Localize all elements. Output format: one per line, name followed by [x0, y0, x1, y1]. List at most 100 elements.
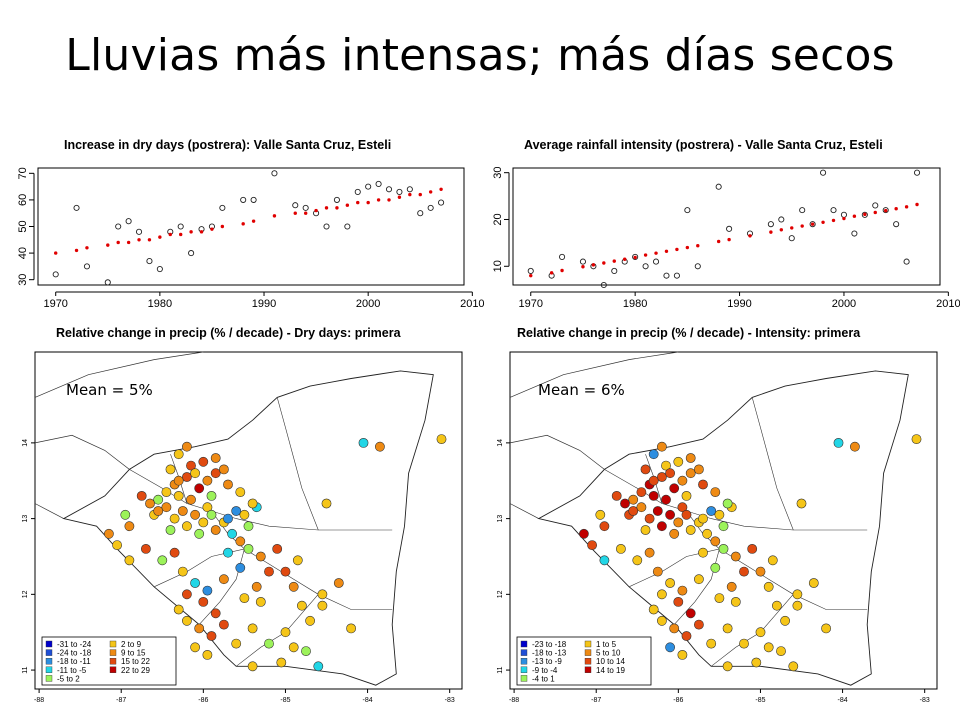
- trend-point: [769, 230, 773, 234]
- station-point: [247, 498, 258, 509]
- trend-point: [612, 259, 616, 263]
- station-point: [206, 509, 217, 520]
- station-point: [247, 623, 258, 634]
- trend-point: [696, 243, 700, 248]
- station-point: [911, 434, 922, 444]
- neighbor-border: [34, 434, 130, 470]
- station-point: [792, 589, 803, 600]
- neighbor-border: [509, 351, 679, 398]
- trend-point: [602, 261, 606, 265]
- station-point: [112, 540, 122, 550]
- observed-point: [903, 258, 910, 265]
- trend-point: [779, 228, 784, 232]
- station-point: [177, 506, 188, 516]
- trend-point: [685, 245, 690, 250]
- station-point: [776, 646, 786, 656]
- observed-point: [156, 265, 163, 273]
- station-point: [251, 581, 262, 592]
- x-tick-label: -87: [116, 697, 126, 704]
- trend-point: [790, 226, 794, 230]
- trend-point: [842, 216, 846, 221]
- legend-swatch: [45, 640, 53, 648]
- observed-point: [396, 188, 403, 195]
- station-point: [173, 475, 184, 486]
- chart-title: Relative change in precip (% / decade) -…: [517, 326, 861, 340]
- station-point: [145, 498, 155, 509]
- x-tick-label: -85: [755, 697, 765, 704]
- trend-point: [560, 268, 564, 273]
- station-point: [665, 509, 675, 520]
- observed-point: [652, 258, 660, 265]
- station-point: [436, 434, 447, 444]
- legend-swatch: [520, 675, 528, 682]
- observed-point: [579, 258, 586, 265]
- observed-point: [375, 180, 382, 188]
- station-point: [198, 597, 209, 607]
- x-tick-label: -86: [673, 697, 683, 704]
- station-point: [181, 472, 192, 482]
- station-point: [177, 566, 188, 577]
- station-point: [218, 619, 229, 630]
- station-point: [673, 456, 684, 467]
- trend-point: [633, 255, 637, 260]
- x-tick-label: 1980: [148, 298, 172, 310]
- x-tick-label: -84: [363, 697, 373, 704]
- trend-point: [894, 207, 898, 211]
- station-point: [181, 441, 192, 452]
- trend-point: [418, 192, 422, 197]
- trend-point: [189, 230, 193, 234]
- station-point: [648, 449, 659, 460]
- trend-point: [831, 218, 836, 223]
- y-tick-label: 13: [22, 515, 29, 523]
- mean-annotation: Mean = 5%: [66, 381, 153, 399]
- legend-label: -31 to -24: [57, 640, 92, 649]
- observed-point: [83, 263, 91, 270]
- station-point: [104, 528, 114, 539]
- y-tick-label: 30: [17, 274, 29, 286]
- x-tick-label: 2000: [832, 298, 856, 310]
- observed-point: [177, 223, 184, 230]
- legend-swatch: [109, 640, 117, 648]
- station-point: [710, 562, 721, 573]
- station-point: [673, 517, 684, 528]
- observed-point: [417, 210, 424, 217]
- legend-label: -18 to -13: [532, 649, 567, 658]
- station-point: [628, 506, 639, 516]
- chart-title: Increase in dry days (postrera): Valle S…: [64, 138, 391, 152]
- y-tick-label: 60: [17, 194, 29, 206]
- map-chart-1: Relative change in precip (% / decade) -…: [22, 326, 463, 704]
- legend-label: 22 to 29: [121, 666, 150, 675]
- x-tick-label: -86: [198, 697, 208, 704]
- trend-point: [137, 238, 141, 242]
- trend-point: [241, 222, 245, 226]
- station-point: [374, 441, 385, 452]
- station-point: [657, 472, 667, 482]
- station-point: [239, 593, 250, 603]
- station-point: [665, 468, 675, 479]
- observed-point: [333, 196, 340, 203]
- trend-point: [387, 198, 391, 202]
- station-point: [685, 468, 696, 479]
- trend-point: [748, 234, 752, 238]
- station-point: [726, 581, 737, 592]
- trend-point: [54, 251, 58, 255]
- legend-label: -9 to -4: [532, 666, 558, 675]
- station-point: [685, 525, 696, 535]
- station-point: [276, 657, 287, 668]
- trend-point: [863, 212, 867, 217]
- trend-point: [147, 238, 152, 242]
- station-point: [648, 490, 659, 501]
- observed-point: [146, 258, 153, 265]
- y-tick-label: 40: [17, 247, 29, 259]
- trend-point: [272, 214, 277, 218]
- trend-point: [126, 240, 131, 245]
- station-point: [346, 623, 356, 634]
- station-point: [296, 600, 307, 611]
- station-point: [673, 597, 684, 607]
- legend-label: 5 to 10: [596, 649, 621, 658]
- station-point: [808, 578, 819, 588]
- observed-point: [292, 202, 299, 209]
- trend-point: [314, 208, 318, 213]
- y-tick-label: 30: [492, 167, 504, 179]
